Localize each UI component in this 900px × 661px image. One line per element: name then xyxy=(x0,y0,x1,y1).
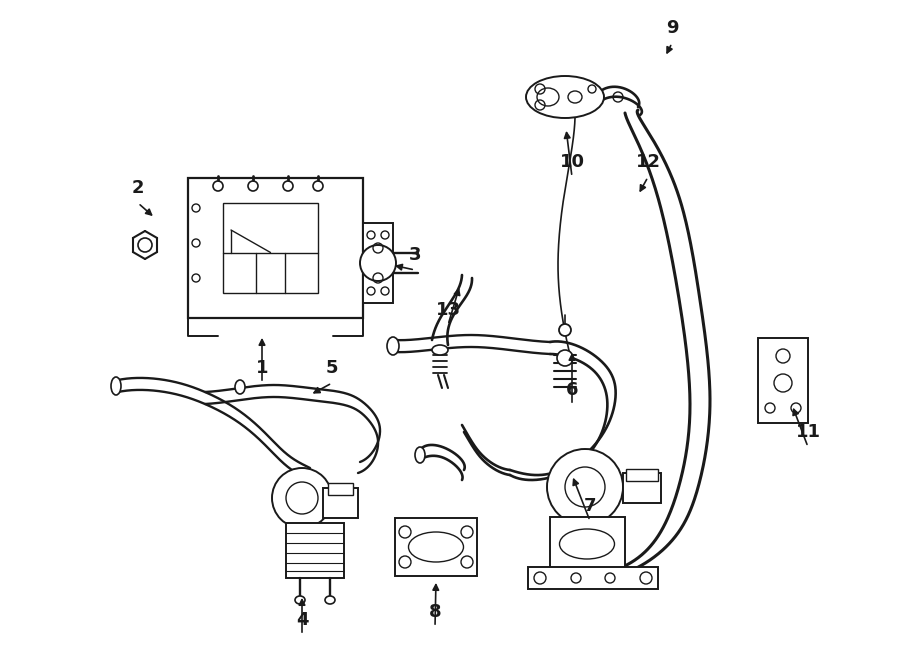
Circle shape xyxy=(192,204,200,212)
Circle shape xyxy=(461,556,473,568)
Bar xyxy=(395,518,477,576)
Bar xyxy=(323,488,358,518)
Circle shape xyxy=(774,374,792,392)
Text: 6: 6 xyxy=(566,381,578,399)
Circle shape xyxy=(192,239,200,247)
Text: 8: 8 xyxy=(428,603,441,621)
Bar xyxy=(626,469,658,481)
Circle shape xyxy=(557,350,573,366)
Ellipse shape xyxy=(415,447,425,463)
Circle shape xyxy=(399,556,411,568)
Circle shape xyxy=(283,181,293,191)
Text: 7: 7 xyxy=(584,497,596,515)
Ellipse shape xyxy=(526,76,604,118)
Text: 11: 11 xyxy=(796,423,821,441)
Circle shape xyxy=(571,573,581,583)
Ellipse shape xyxy=(325,596,335,604)
Text: 10: 10 xyxy=(560,153,584,171)
Bar xyxy=(758,338,808,423)
Ellipse shape xyxy=(111,377,121,395)
Circle shape xyxy=(272,468,332,528)
Circle shape xyxy=(461,526,473,538)
Circle shape xyxy=(213,181,223,191)
Circle shape xyxy=(605,573,615,583)
Circle shape xyxy=(360,245,396,281)
Circle shape xyxy=(399,526,411,538)
Ellipse shape xyxy=(387,337,399,355)
Bar xyxy=(188,178,363,318)
Circle shape xyxy=(776,349,790,363)
Circle shape xyxy=(192,274,200,282)
Text: 13: 13 xyxy=(436,301,461,319)
Bar xyxy=(528,567,658,589)
Text: 1: 1 xyxy=(256,359,268,377)
Bar xyxy=(550,517,625,572)
Circle shape xyxy=(640,572,652,584)
Circle shape xyxy=(547,449,623,525)
Circle shape xyxy=(313,181,323,191)
Bar xyxy=(223,203,318,293)
Circle shape xyxy=(248,181,258,191)
Bar xyxy=(286,523,344,578)
Text: 9: 9 xyxy=(666,19,679,37)
Circle shape xyxy=(559,324,571,336)
Ellipse shape xyxy=(295,596,305,604)
Text: 5: 5 xyxy=(326,359,338,377)
Text: 2: 2 xyxy=(131,179,144,197)
Bar xyxy=(623,473,661,503)
Ellipse shape xyxy=(235,380,245,394)
Bar xyxy=(363,223,393,303)
Ellipse shape xyxy=(432,345,448,355)
Text: 12: 12 xyxy=(635,153,661,171)
Text: 4: 4 xyxy=(296,611,308,629)
Bar xyxy=(328,483,353,495)
Circle shape xyxy=(534,572,546,584)
Text: 3: 3 xyxy=(409,246,421,264)
